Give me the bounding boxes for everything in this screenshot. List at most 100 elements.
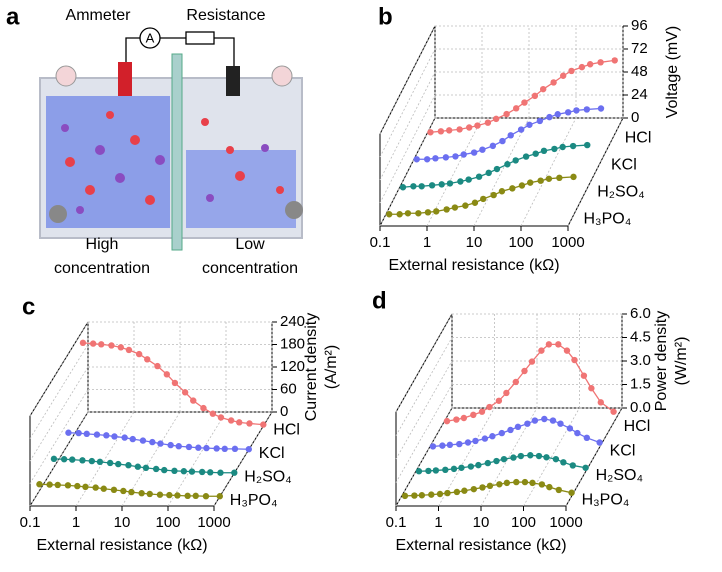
grid-line [75, 411, 135, 507]
data-point [611, 57, 618, 64]
data-point [245, 446, 252, 453]
data-point [125, 462, 132, 469]
data-point [527, 179, 534, 186]
low-label: concentration [202, 260, 298, 277]
data-point [246, 420, 253, 427]
panel-letter: d [372, 287, 387, 314]
series-label: H₂SO₄ [244, 468, 291, 485]
data-point [461, 487, 468, 494]
data-point [439, 442, 446, 449]
data-point [503, 389, 510, 397]
data-point [138, 490, 145, 497]
data-point [570, 173, 577, 181]
data-point [181, 389, 189, 396]
x-tick-label: 1000 [197, 514, 230, 531]
data-point [213, 445, 220, 452]
data-point [83, 430, 90, 438]
grid-line [520, 117, 577, 227]
grid-line [29, 321, 89, 417]
data-point [550, 79, 557, 86]
data-point [489, 433, 496, 440]
panel-letter: c [22, 293, 35, 320]
data-point [404, 210, 412, 217]
data-point [583, 106, 591, 113]
data-point [557, 420, 564, 427]
data-point [456, 126, 463, 133]
data-point [175, 443, 182, 450]
data-point [432, 467, 440, 474]
data-point [149, 438, 156, 446]
grid-line [438, 407, 495, 507]
data-point [171, 467, 178, 475]
data-point [507, 132, 514, 139]
data-point [146, 490, 153, 498]
data-point [588, 385, 595, 392]
data-point [451, 204, 459, 211]
series-line [430, 59, 615, 133]
data-point [540, 147, 548, 155]
data-point [580, 372, 588, 379]
x-tick-label: 10 [466, 234, 483, 251]
data-point [129, 435, 136, 443]
data-point [458, 464, 465, 471]
port [55, 65, 77, 87]
data-point [89, 340, 97, 347]
panel-a: a Ammeter Resistance A High concentratio… [6, 3, 303, 277]
data-point [556, 174, 563, 182]
series-label: H₂SO₄ [597, 183, 644, 200]
data-point [522, 153, 530, 160]
data-point [597, 59, 604, 66]
data-point [98, 341, 105, 348]
data-point [492, 115, 500, 123]
data-point [453, 416, 460, 423]
data-point [596, 439, 603, 446]
data-point [503, 479, 511, 487]
data-point [552, 455, 560, 463]
data-point [537, 177, 544, 184]
data-point [498, 188, 506, 195]
data-point [111, 433, 118, 440]
data-point [524, 420, 531, 427]
data-point [495, 397, 503, 404]
grid-line [29, 389, 89, 484]
z-axis-label: Voltage (mV) [664, 26, 681, 118]
data-point [427, 129, 434, 136]
data-point [597, 105, 605, 112]
data-point [423, 156, 431, 163]
data-point [88, 457, 96, 465]
data-point [190, 397, 197, 404]
data-point [475, 461, 482, 469]
data-point [74, 482, 81, 490]
data-point [578, 63, 586, 71]
data-point [128, 488, 135, 496]
data-point [496, 481, 503, 488]
data-point [200, 404, 207, 412]
data-point [481, 435, 489, 442]
chart-panel: b 0 24 48 72 96 0.1 1 10 100 1000 External resistan… [370, 3, 682, 274]
data-point [467, 463, 475, 470]
data-point [480, 195, 487, 203]
data-point [106, 459, 114, 467]
data-point [436, 490, 444, 498]
data-point [490, 191, 497, 199]
data-point [512, 105, 520, 112]
data-point [526, 121, 533, 128]
data-point [489, 142, 497, 150]
data-point [121, 434, 128, 441]
data-point [485, 169, 492, 177]
data-point [456, 440, 463, 448]
data-point [82, 483, 89, 491]
data-point [513, 478, 520, 486]
data-point [531, 92, 539, 100]
x-tick-label: 1 [423, 234, 431, 251]
data-point [108, 342, 115, 349]
z-axis-label: (A/m²) [323, 345, 340, 389]
data-point [207, 469, 214, 476]
data-point [115, 460, 122, 468]
data-point [433, 208, 440, 215]
data-point [512, 378, 520, 386]
x-tick-label: 100 [155, 514, 180, 531]
data-point [452, 153, 459, 160]
data-point [443, 206, 450, 213]
